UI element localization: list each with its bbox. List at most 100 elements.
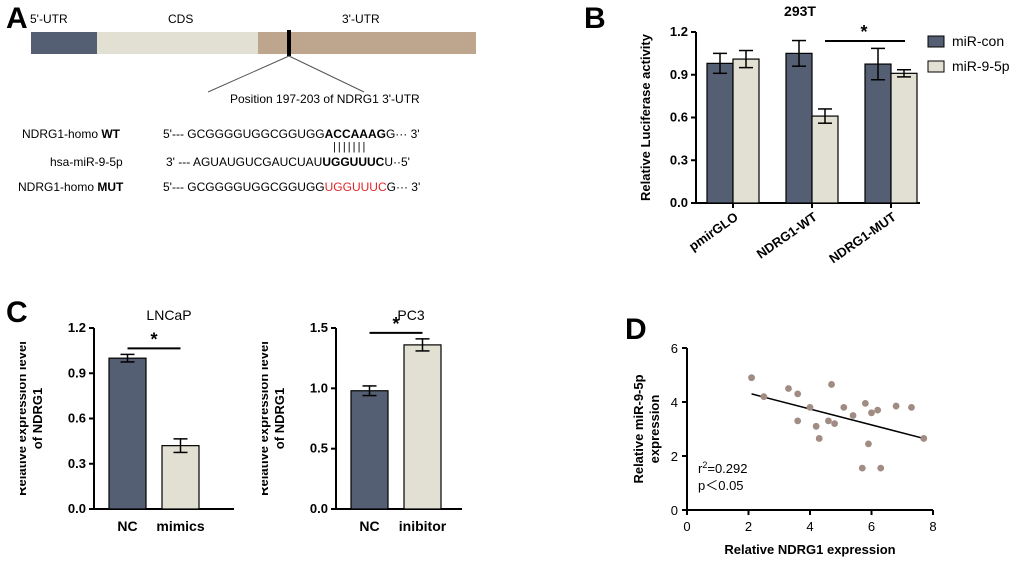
row-mut-sequence: 5'--- GCGGGGUGGCGGUGGUGGUUUCG··· 3'	[163, 180, 421, 194]
row-mut-label: NDRG1-homo MUT	[18, 180, 124, 194]
chart-b-y-tick-label: 0.3	[670, 152, 688, 167]
chart-d-r2-annotation: r2=0.292	[698, 460, 747, 476]
chart-c1-x-tick-label: NC	[117, 518, 137, 534]
chart-d-point	[874, 406, 882, 414]
chart-b-legend-swatch	[927, 35, 945, 48]
binding-site-marker	[287, 30, 291, 56]
cds-region	[97, 32, 258, 54]
chart-d-point	[794, 417, 802, 425]
chart-c1-bar	[161, 445, 200, 510]
chart-c1-x-tick-label: mimics	[156, 518, 204, 534]
chart-d-p-annotation: p＜0.05	[698, 478, 744, 493]
chart-d-point	[828, 381, 835, 388]
chart-c2-significance-star: *	[392, 314, 399, 334]
chart-d-scatter: 0 2 4 6 0 2 4 6 8 Relative NDRG1 expression Relati…	[631, 341, 937, 557]
chart-b-bar	[706, 62, 734, 204]
zoom-line-right	[288, 55, 365, 93]
chart-d-point	[831, 420, 838, 427]
chart-d-x-tick-label: 6	[868, 519, 875, 534]
chart-d-point	[840, 404, 848, 411]
chart-c2-title: PC3	[397, 307, 424, 323]
chart-c2-y-tick-label: 0.0	[310, 501, 328, 516]
row-wt-sequence: 5'--- GCGGGGUGGCGGUGGACCAAAGG··· 3'	[163, 127, 420, 141]
utr5-label: 5'-UTR	[30, 12, 68, 26]
chart-c2-y-tick-label: 1.0	[310, 380, 328, 395]
panel-b-letter: B	[584, 2, 606, 35]
chart-b-bar	[890, 72, 918, 204]
chart-d-x-tick-label: 8	[929, 519, 936, 534]
row-wt-label: NDRG1-homo WT	[22, 127, 121, 141]
chart-d-y-tick-label: 4	[671, 395, 678, 410]
chart-b-bar	[864, 63, 892, 204]
chart-b-bar	[811, 115, 839, 204]
chart-d-point	[849, 412, 857, 419]
position-label: Position 197-203 of NDRG1 3'-UTR	[230, 92, 420, 106]
chart-b-y-tick-label: 0.0	[670, 195, 688, 210]
chart-d-point	[920, 435, 928, 442]
row-mir-sequence: 3' --- AGUAUGUCGAUCUAUUGGUUUCU··5'	[166, 155, 410, 169]
chart-d-point	[806, 404, 814, 411]
utr5-region	[31, 32, 97, 54]
chart-d-y-label: Relative miR-9-5pexpression	[631, 374, 662, 483]
chart-b-y-tick-label: 0.9	[670, 67, 688, 82]
chart-b-y-label: Relative Luciferase activity	[638, 33, 653, 201]
gene-diagram	[31, 30, 476, 93]
chart-c-pc3: PC3 0.0 0.5 1.0 1.5 Relative expression level…	[262, 307, 462, 534]
chart-d-y-tick-label: 0	[671, 503, 678, 518]
utr3-label: 3'-UTR	[342, 12, 380, 26]
chart-d-point	[868, 409, 875, 417]
chart-d-x-label: Relative NDRG1 expression	[724, 542, 895, 557]
chart-c-lncap: LNCaP 0.0 0.3 0.6 0.9 1.2 Relative expression …	[20, 307, 234, 534]
chart-b-x-tick-label: NDRG1-MUT	[826, 209, 899, 266]
chart-d-point	[760, 393, 768, 400]
chart-d-x-tick-label: 2	[745, 519, 752, 534]
chart-d-fit-line	[751, 393, 924, 440]
chart-d-point	[877, 464, 885, 472]
chart-c1-y-tick-label: 0.3	[68, 456, 86, 471]
chart-d-point	[812, 422, 820, 430]
chart-c1-y-tick-label: 0.0	[68, 501, 86, 516]
chart-c1-significance-star: *	[150, 329, 157, 349]
panel-a-letter: A	[6, 2, 28, 35]
base-pairing-lines: | | | | | | |	[333, 141, 365, 153]
chart-c2-y-tick-label: 0.5	[310, 441, 328, 456]
chart-c1-y-label: Relative expression levelof NDRG1	[20, 341, 45, 496]
chart-b-legend-label: miR-con	[952, 33, 1004, 49]
cds-label: CDS	[168, 12, 194, 26]
chart-b-title: 293T	[784, 3, 816, 19]
chart-b-bar	[785, 52, 813, 204]
chart-c2-x-tick-label: NC	[359, 518, 379, 534]
chart-b-x-tick-label: NDRG1-WT	[754, 209, 820, 261]
chart-d-point	[865, 440, 872, 448]
chart-c1-bar	[108, 357, 147, 510]
panel-d-letter: D	[625, 313, 647, 346]
chart-d-point	[892, 402, 900, 410]
chart-c2-x-tick-label: inibitor	[399, 518, 447, 534]
chart-b-luciferase: 293T 0.0 0.3 0.6 0.9 1.2 Relative Luciferase a…	[638, 3, 1010, 266]
chart-b-y-tick-label: 1.2	[670, 24, 688, 39]
chart-b-significance-star: *	[860, 22, 867, 42]
chart-c2-y-label: Relative expression levelof NDRG1	[262, 341, 287, 496]
chart-d-point	[748, 374, 755, 382]
utr3-region	[258, 32, 476, 54]
row-mir-label: hsa-miR-9-5p	[50, 155, 123, 169]
chart-d-point	[815, 435, 823, 442]
chart-d-y-tick-label: 6	[671, 341, 678, 356]
chart-c1-y-tick-label: 0.9	[68, 365, 86, 380]
chart-c1-y-tick-label: 1.2	[68, 320, 86, 335]
chart-d-point	[858, 464, 866, 472]
chart-b-x-tick-label: pmirGLO	[686, 209, 741, 254]
chart-d-point	[908, 404, 915, 411]
zoom-line-left	[207, 55, 290, 93]
chart-d-x-tick-label: 0	[683, 519, 690, 534]
chart-d-point	[825, 417, 832, 425]
chart-b-y-tick-label: 0.6	[670, 110, 688, 125]
chart-c2-y-tick-label: 1.5	[310, 320, 328, 335]
chart-c1-y-tick-label: 0.6	[68, 411, 86, 426]
chart-b-legend-swatch	[927, 60, 945, 73]
chart-d-point	[794, 390, 802, 398]
chart-d-y-tick-label: 2	[671, 449, 678, 464]
chart-d-point	[861, 399, 869, 407]
chart-c2-bar	[350, 390, 389, 510]
panel-c-letter: C	[6, 296, 28, 329]
